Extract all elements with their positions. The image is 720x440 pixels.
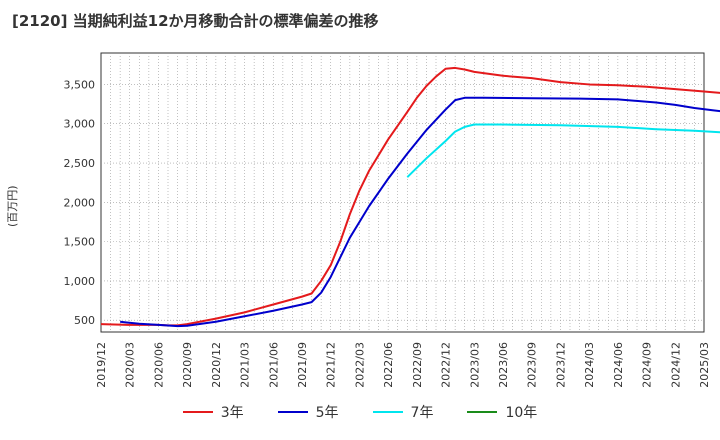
chart-title: [2120] 当期純利益12か月移動合計の標準偏差の推移 bbox=[12, 12, 379, 30]
series-line-5年 bbox=[120, 96, 720, 328]
x-tick-label: 2022/06 bbox=[382, 342, 395, 388]
x-tick-label: 2020/12 bbox=[210, 342, 223, 388]
y-axis-ticks: 500 1,000 1,500 2,000 2,500 3,000 3,500 bbox=[64, 78, 96, 327]
y-tick-label: 2,000 bbox=[64, 196, 96, 209]
x-tick-label: 2020/09 bbox=[181, 342, 194, 388]
legend-item: 7年 bbox=[372, 402, 434, 422]
x-tick-label: 2022/12 bbox=[440, 342, 453, 388]
y-tick-label: 3,500 bbox=[64, 78, 96, 91]
series-line-3年 bbox=[100, 66, 720, 327]
legend-label: 10年 bbox=[505, 405, 538, 421]
x-tick-label: 2024/09 bbox=[641, 342, 654, 388]
legend-swatch bbox=[277, 411, 308, 413]
legend-item: 3年 bbox=[182, 402, 244, 422]
x-tick-label: 2024/03 bbox=[583, 342, 596, 388]
x-tick-label: 2021/06 bbox=[267, 342, 280, 388]
legend-swatch bbox=[182, 411, 213, 413]
x-tick-label: 2024/12 bbox=[669, 342, 682, 388]
x-tick-label: 2021/12 bbox=[325, 342, 338, 388]
legend: 3年 5年 7年 10年 bbox=[0, 402, 720, 422]
x-tick-label: 2023/12 bbox=[554, 342, 567, 388]
y-tick-label: 500 bbox=[74, 314, 95, 327]
x-tick-label: 2025/03 bbox=[698, 342, 711, 388]
legend-item: 5年 bbox=[277, 402, 339, 422]
legend-swatch bbox=[372, 411, 403, 413]
series-line-7年 bbox=[406, 123, 720, 178]
x-tick-label: 2021/09 bbox=[296, 342, 309, 388]
x-tick-label: 2022/03 bbox=[353, 342, 366, 388]
legend-label: 3年 bbox=[220, 405, 244, 421]
x-tick-label: 2024/06 bbox=[612, 342, 625, 388]
x-tick-label: 2022/09 bbox=[411, 342, 424, 388]
series-lines bbox=[100, 66, 720, 328]
x-tick-label: 2023/09 bbox=[526, 342, 539, 388]
x-tick-label: 2020/06 bbox=[152, 342, 165, 388]
x-tick-label: 2021/03 bbox=[239, 342, 252, 388]
x-tick-label: 2020/03 bbox=[124, 342, 137, 388]
legend-label: 7年 bbox=[410, 405, 434, 421]
legend-item: 10年 bbox=[467, 402, 537, 422]
y-tick-label: 1,500 bbox=[64, 236, 96, 249]
y-tick-label: 2,500 bbox=[64, 157, 96, 170]
x-axis-ticks: 2019/12 2020/03 2020/06 2020/09 2020/12 2021/… bbox=[95, 342, 711, 388]
x-tick-label: 2023/06 bbox=[497, 342, 510, 388]
y-tick-label: 1,000 bbox=[64, 275, 96, 288]
y-tick-label: 3,000 bbox=[64, 118, 96, 131]
x-tick-label: 2019/12 bbox=[95, 342, 108, 388]
legend-swatch bbox=[467, 411, 498, 413]
plot-area bbox=[100, 52, 705, 333]
x-tick-label: 2023/03 bbox=[468, 342, 481, 388]
legend-label: 5年 bbox=[315, 405, 339, 421]
